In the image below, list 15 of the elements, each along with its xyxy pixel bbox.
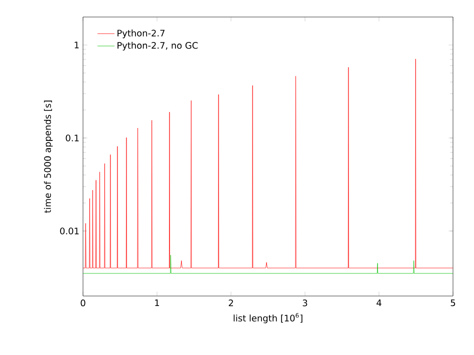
x-tick-label: 3 bbox=[302, 300, 308, 306]
x-tick-label: 2 bbox=[228, 300, 233, 306]
legend-label: Python-2.7 bbox=[118, 30, 165, 38]
y-tick-label: 0.01 bbox=[60, 228, 79, 234]
x-axis-title: list length [10$^{6}$] bbox=[234, 313, 302, 324]
x-tick-label: 1 bbox=[155, 300, 160, 306]
legend-label: Python-2.7, no GC bbox=[118, 42, 198, 51]
y-tick-label: 1 bbox=[74, 42, 79, 48]
x-tick-label: 0 bbox=[80, 300, 86, 306]
x-tick-label: 5 bbox=[450, 300, 456, 306]
y-axis-title: time of 5000 appends [s] bbox=[44, 100, 53, 213]
line-series bbox=[83, 254, 454, 274]
y-tick-label: 0.1 bbox=[66, 134, 79, 142]
x-tick-label: 4 bbox=[376, 300, 382, 306]
line-series bbox=[83, 58, 454, 268]
